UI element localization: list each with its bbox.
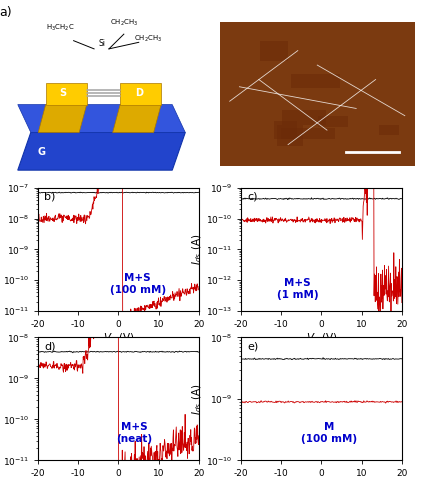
Bar — [291, 74, 340, 88]
X-axis label: $V_g$ (V): $V_g$ (V) — [103, 332, 134, 346]
Bar — [379, 125, 399, 135]
Text: b): b) — [44, 192, 56, 201]
Text: S: S — [59, 88, 66, 98]
Bar — [277, 124, 303, 146]
Text: CH$_2$CH$_3$: CH$_2$CH$_3$ — [134, 34, 162, 44]
Bar — [275, 121, 297, 139]
X-axis label: $V_g$ (V): $V_g$ (V) — [103, 481, 134, 482]
Polygon shape — [18, 105, 185, 133]
Y-axis label: $I_{ds}$ (A): $I_{ds}$ (A) — [0, 234, 1, 265]
Text: H$_3$CH$_2$C: H$_3$CH$_2$C — [46, 23, 75, 33]
Y-axis label: $I_{ds}$ (A): $I_{ds}$ (A) — [191, 383, 204, 415]
Text: CH$_2$CH$_3$: CH$_2$CH$_3$ — [110, 17, 138, 28]
Text: D: D — [135, 88, 143, 98]
Text: G: G — [38, 147, 46, 157]
Polygon shape — [113, 105, 161, 133]
Bar — [282, 110, 326, 125]
Bar — [318, 116, 348, 127]
Text: Si: Si — [98, 40, 105, 49]
Polygon shape — [46, 83, 87, 105]
Text: M+S
(1 mM): M+S (1 mM) — [277, 278, 318, 300]
Text: c): c) — [247, 192, 258, 201]
X-axis label: $V_g$ (V): $V_g$ (V) — [306, 332, 337, 346]
Text: a): a) — [0, 6, 12, 19]
Text: M
(100 mM): M (100 mM) — [302, 422, 357, 444]
X-axis label: $V_g$ (V): $V_g$ (V) — [306, 481, 337, 482]
Text: d): d) — [44, 341, 56, 351]
Bar — [260, 41, 288, 61]
Bar — [281, 128, 335, 139]
Text: M+S
(neat): M+S (neat) — [116, 422, 153, 444]
Polygon shape — [18, 133, 185, 170]
Y-axis label: $I_{ds}$ (A): $I_{ds}$ (A) — [0, 383, 1, 415]
Y-axis label: $I_{ds}$ (A): $I_{ds}$ (A) — [191, 234, 204, 265]
Text: M+S
(100 mM): M+S (100 mM) — [110, 273, 166, 295]
Polygon shape — [220, 22, 415, 166]
Text: e): e) — [247, 341, 259, 351]
Polygon shape — [120, 83, 161, 105]
Polygon shape — [38, 105, 87, 133]
